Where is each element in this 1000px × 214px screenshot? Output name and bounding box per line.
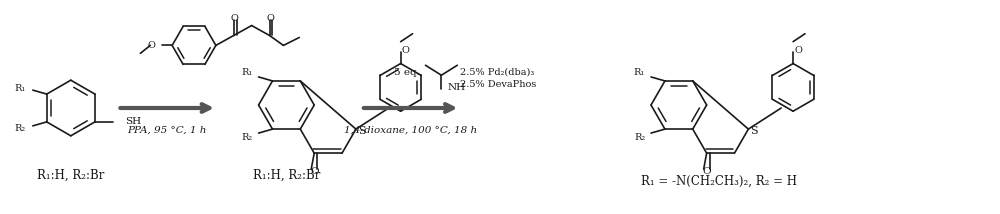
Text: R₁:H, R₂:Br: R₁:H, R₂:Br xyxy=(37,169,104,182)
Text: O: O xyxy=(231,14,239,23)
Text: R₁: R₁ xyxy=(241,68,253,77)
Text: 1,4-dioxane, 100 °C, 18 h: 1,4-dioxane, 100 °C, 18 h xyxy=(344,125,477,134)
Text: O: O xyxy=(402,46,410,55)
Text: O: O xyxy=(794,46,802,55)
Text: SH: SH xyxy=(125,117,141,126)
Text: NH: NH xyxy=(447,83,465,92)
Text: O: O xyxy=(267,14,274,23)
Text: R₁: R₁ xyxy=(15,84,26,93)
Text: R₁:H, R₂:Br: R₁:H, R₂:Br xyxy=(253,169,320,182)
Text: O: O xyxy=(702,167,711,176)
Text: R₂: R₂ xyxy=(634,132,645,141)
Text: 5 eq.: 5 eq. xyxy=(394,68,420,77)
Text: O: O xyxy=(310,167,319,176)
Text: 2.5% DevaPhos: 2.5% DevaPhos xyxy=(460,80,537,89)
Text: O: O xyxy=(147,41,155,50)
Text: S: S xyxy=(750,126,758,136)
Text: 2.5% Pd₂(dba)₃: 2.5% Pd₂(dba)₃ xyxy=(460,68,535,77)
Text: R₁ = -N(CH₂CH₃)₂, R₂ = H: R₁ = -N(CH₂CH₃)₂, R₂ = H xyxy=(641,175,797,188)
Text: PPA, 95 °C, 1 h: PPA, 95 °C, 1 h xyxy=(127,125,207,134)
Text: R₂: R₂ xyxy=(241,132,253,141)
Text: R₂: R₂ xyxy=(15,124,26,133)
Text: S: S xyxy=(358,126,366,136)
Text: R₁: R₁ xyxy=(634,68,645,77)
